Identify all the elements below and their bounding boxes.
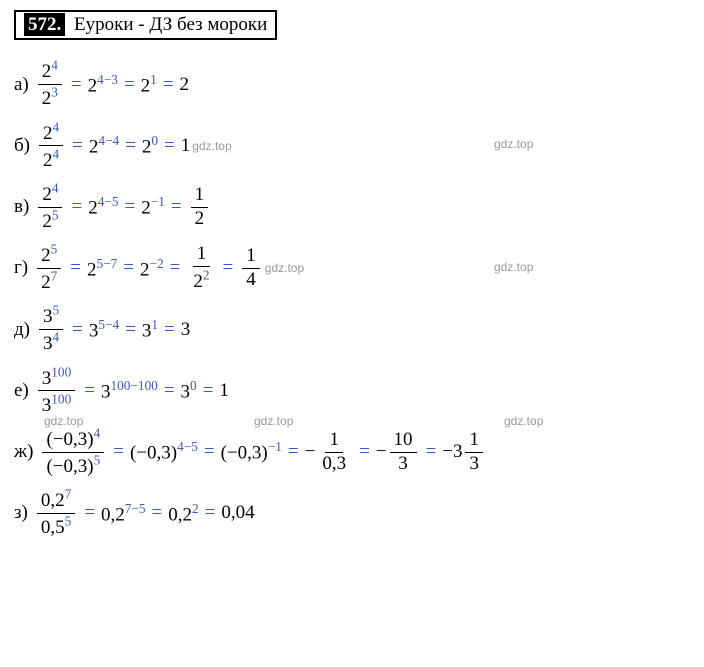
problem-row: г)2527=25−7=2−2=122=14gdz.topgdz.top (14, 242, 690, 295)
problem-row: в)2425=24−5=2−1=12 (14, 181, 690, 234)
watermark: gdz.top (504, 414, 543, 428)
problem-label: з) (14, 502, 28, 524)
problem-row: б)2424=24−4=20=1gdz.topgdz.top (14, 119, 690, 172)
result: 2 (180, 74, 190, 96)
problem-row: а)2423=24−3=21=2 (14, 58, 690, 111)
problem-label: б) (14, 135, 30, 157)
problem-label: в) (14, 196, 29, 218)
problem-row: д)3534=35−4=31=3 (14, 303, 690, 356)
header-text: Еуроки - ДЗ без мороки (74, 14, 267, 35)
problem-label: ж) (14, 441, 33, 463)
problem-label: г) (14, 257, 28, 279)
problem-number: 572. (24, 13, 65, 36)
result: 3 (181, 319, 191, 341)
result: 0,04 (221, 502, 254, 524)
watermark: gdz.top (494, 260, 533, 274)
problem-label: д) (14, 319, 30, 341)
result: 1 (219, 380, 229, 402)
problem-label: а) (14, 74, 29, 96)
result: 1 (181, 135, 191, 157)
problem-row: з)0,270,55=0,27−5=0,22=0,04 (14, 487, 690, 540)
problem-row: е)31003100=3100−100=30=1 (14, 364, 690, 417)
watermark: gdz.top (265, 261, 304, 275)
problem-row: gdz.topgdz.topgdz.topж)(−0,3)4(−0,3)5=(−… (14, 426, 690, 479)
watermark: gdz.top (192, 139, 231, 153)
problem-label: е) (14, 380, 29, 402)
watermark: gdz.top (254, 414, 293, 428)
watermark: gdz.top (44, 414, 83, 428)
watermark: gdz.top (494, 137, 533, 151)
header-box: 572. Еуроки - ДЗ без мороки (14, 10, 277, 40)
